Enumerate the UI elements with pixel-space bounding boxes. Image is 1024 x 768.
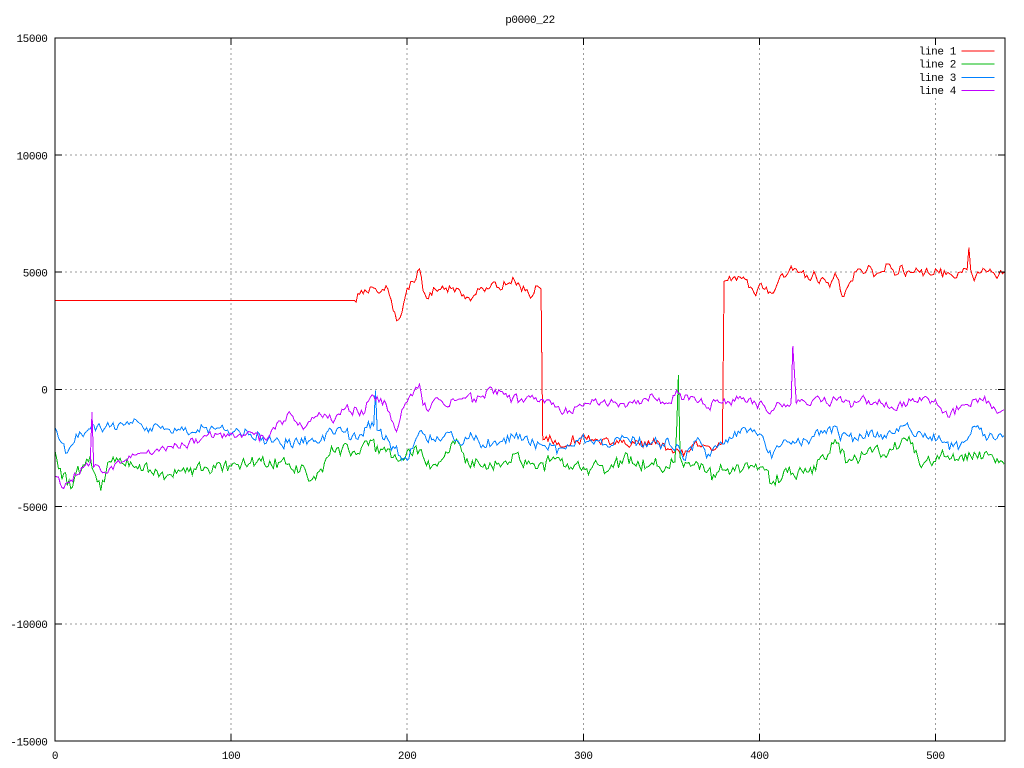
svg-text:line 1: line 1: [919, 47, 957, 59]
svg-text:0: 0: [52, 751, 58, 763]
svg-text:p0000_22: p0000_22: [505, 15, 555, 27]
svg-text:0: 0: [41, 386, 47, 398]
svg-text:5000: 5000: [23, 269, 48, 281]
svg-text:-10000: -10000: [10, 620, 47, 632]
svg-text:500: 500: [926, 751, 945, 763]
svg-text:line 3: line 3: [919, 73, 956, 85]
svg-text:200: 200: [398, 751, 417, 763]
svg-text:100: 100: [222, 751, 241, 763]
svg-text:line 2: line 2: [919, 60, 956, 72]
svg-text:400: 400: [750, 751, 769, 763]
svg-text:15000: 15000: [16, 34, 47, 46]
svg-text:-5000: -5000: [16, 503, 47, 515]
svg-text:300: 300: [574, 751, 593, 763]
svg-text:10000: 10000: [16, 151, 47, 163]
svg-text:line 4: line 4: [919, 86, 957, 98]
svg-text:-15000: -15000: [10, 737, 47, 749]
